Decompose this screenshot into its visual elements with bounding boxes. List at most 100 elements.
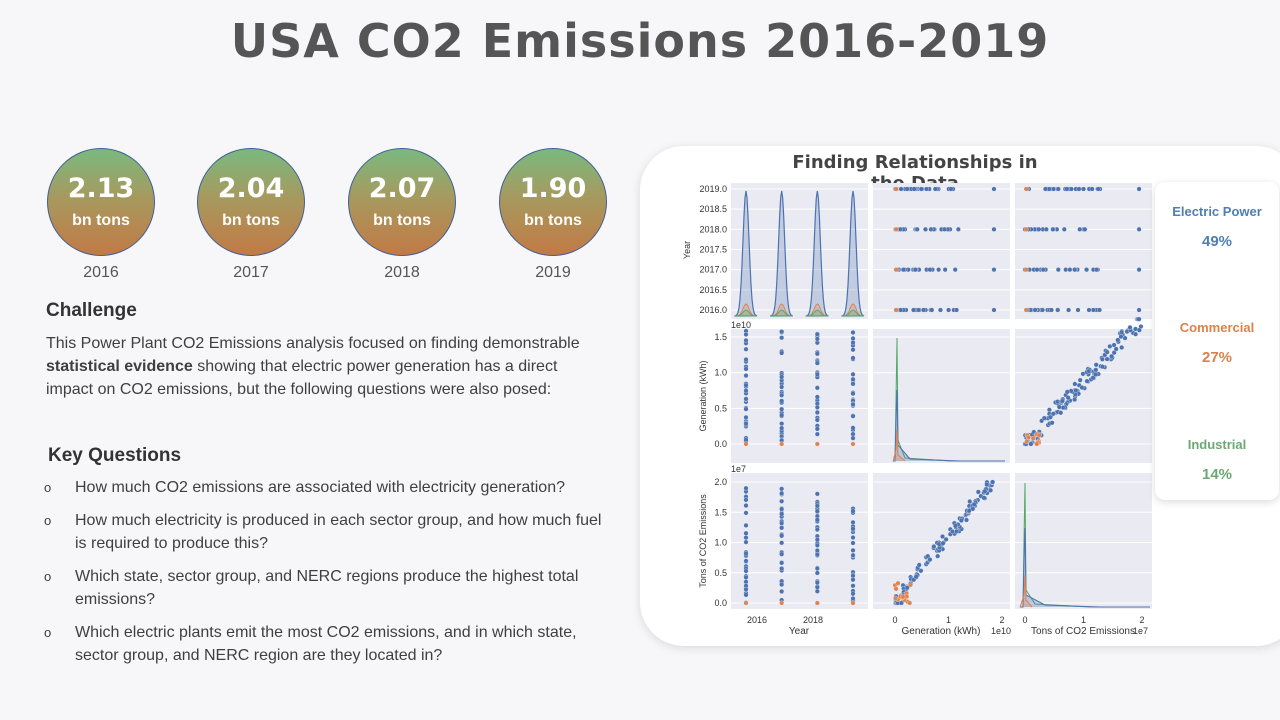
- data-point: [850, 540, 856, 546]
- data-point: [1109, 353, 1115, 359]
- data-point: [1089, 186, 1095, 192]
- y-scale-label: 1e7: [731, 464, 746, 474]
- data-point: [940, 540, 946, 546]
- data-point: [743, 497, 749, 503]
- data-point: [898, 307, 904, 313]
- data-point: [850, 401, 856, 407]
- data-point: [1032, 307, 1038, 313]
- question-text: How much CO2 emissions are associated wi…: [75, 479, 565, 496]
- data-point: [743, 382, 749, 388]
- data-point: [1034, 267, 1040, 273]
- data-point: [814, 517, 820, 523]
- data-point: [814, 404, 820, 410]
- data-point: [927, 557, 933, 562]
- data-point: [779, 533, 785, 539]
- kde-curve: [841, 190, 865, 317]
- data-point: [1136, 316, 1142, 322]
- y-tick-label: 2016.5: [699, 285, 727, 295]
- data-point: [1049, 307, 1054, 313]
- data-point: [743, 485, 749, 491]
- data-point: [850, 591, 856, 597]
- data-point: [904, 585, 910, 591]
- plot-cell: [731, 473, 868, 609]
- data-point: [982, 488, 988, 494]
- kde-curve: [770, 309, 793, 317]
- challenge-heading: Challenge: [46, 300, 137, 321]
- data-point: [1136, 307, 1142, 313]
- data-point: [1063, 267, 1069, 273]
- y-tick-label: 1.0: [714, 538, 727, 548]
- stat-year: 2018: [384, 264, 420, 281]
- x-tick-label: 2016: [747, 615, 767, 625]
- data-point: [814, 508, 820, 514]
- legend-name: Electric Power: [1172, 204, 1262, 219]
- data-point: [743, 510, 749, 516]
- data-point: [1097, 307, 1102, 313]
- data-point: [904, 186, 910, 192]
- data-point: [814, 588, 820, 594]
- data-point: [850, 391, 856, 397]
- stat-unit: bn tons: [373, 212, 431, 229]
- data-point: [911, 186, 917, 192]
- data-point: [850, 600, 856, 606]
- stat-2019: 1.90 bn tons 2019: [498, 148, 608, 282]
- bullet-icon: o: [44, 513, 52, 528]
- data-point: [850, 347, 856, 353]
- data-point: [850, 340, 856, 346]
- data-point: [743, 568, 749, 574]
- data-point: [743, 414, 749, 420]
- data-point: [850, 425, 856, 431]
- data-point: [1026, 434, 1032, 440]
- data-point: [779, 421, 785, 427]
- data-point: [923, 226, 928, 232]
- data-point: [952, 523, 958, 529]
- data-point: [901, 267, 906, 273]
- y-tick-label: 1.0: [714, 368, 727, 378]
- data-point: [952, 267, 958, 273]
- legend-pct: 27%: [1201, 349, 1233, 366]
- data-point: [937, 307, 943, 313]
- kde-curve: [841, 309, 865, 317]
- data-point: [1086, 368, 1092, 374]
- data-point: [1049, 420, 1055, 426]
- data-point: [1113, 346, 1119, 352]
- data-point: [958, 518, 964, 523]
- legend-electric-power: Electric Power 49%: [1155, 204, 1279, 250]
- data-point: [814, 584, 820, 590]
- data-point: [850, 596, 856, 601]
- data-point: [916, 307, 921, 313]
- data-point: [814, 548, 820, 553]
- data-point: [743, 366, 749, 372]
- data-point: [850, 435, 856, 441]
- data-point: [1136, 267, 1142, 273]
- data-point: [991, 267, 997, 273]
- data-point: [1064, 186, 1070, 192]
- data-point: [779, 498, 785, 504]
- y-tick-label: 0.0: [714, 439, 727, 449]
- data-point: [942, 267, 948, 273]
- plot-cell: [731, 329, 868, 463]
- data-point: [893, 595, 898, 601]
- bullet-icon: o: [44, 480, 52, 495]
- data-point: [1081, 186, 1086, 192]
- data-point: [814, 542, 820, 548]
- data-point: [814, 417, 820, 423]
- data-point: [964, 517, 969, 523]
- data-point: [1075, 307, 1081, 313]
- data-point: [1082, 226, 1088, 232]
- y-tick-label: 2017.5: [699, 245, 727, 255]
- data-point: [918, 186, 924, 192]
- y-tick-label: 1.5: [714, 507, 727, 517]
- stat-year: 2016: [83, 264, 119, 281]
- data-point: [900, 594, 906, 600]
- data-point: [950, 529, 955, 534]
- data-point: [743, 522, 749, 528]
- data-point: [1093, 367, 1099, 373]
- y-tick-label: 2016.0: [699, 305, 727, 315]
- legend-name: Industrial: [1187, 437, 1247, 452]
- plot-cell: [873, 329, 1010, 463]
- data-point: [743, 441, 749, 447]
- plot-cell: [731, 183, 868, 319]
- kde-curve: [1020, 527, 1150, 608]
- data-point: [814, 385, 820, 391]
